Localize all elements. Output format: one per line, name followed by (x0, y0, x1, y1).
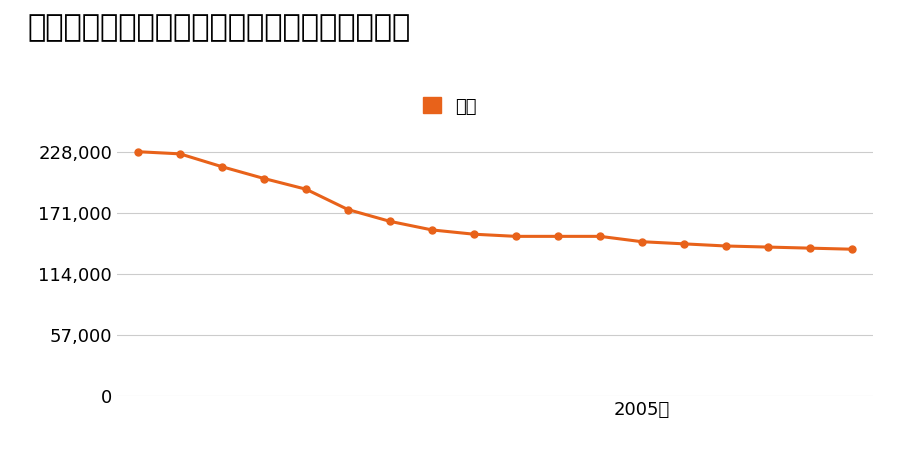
Legend: 価格: 価格 (416, 90, 484, 123)
Text: 神奈川県大和市代官３丁目３番１３の地価推移: 神奈川県大和市代官３丁目３番１３の地価推移 (27, 14, 410, 42)
